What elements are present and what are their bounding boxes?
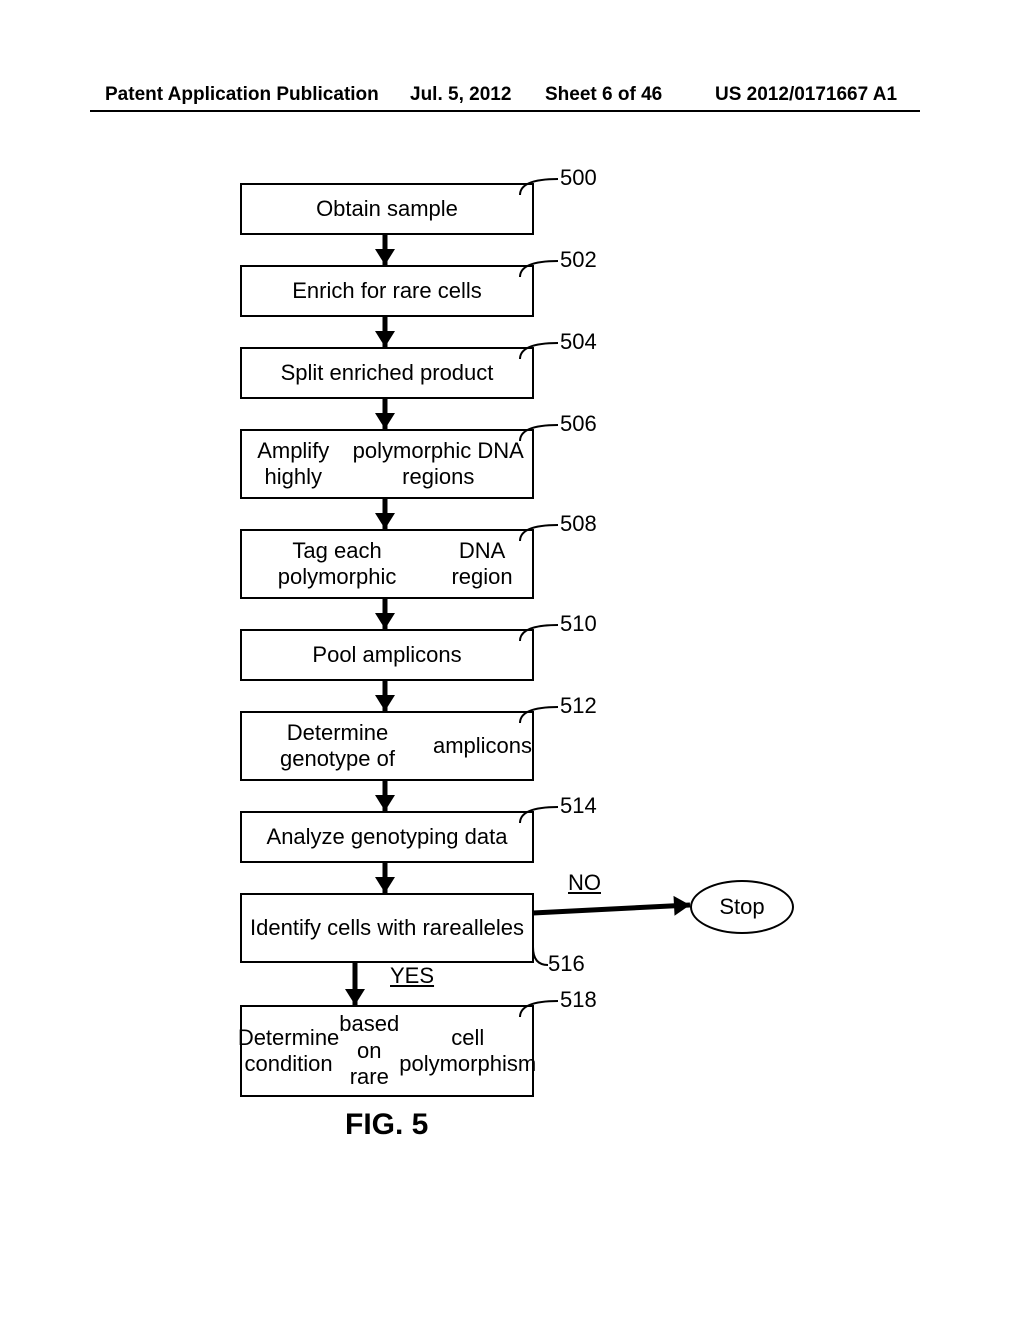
no-label: NO: [568, 870, 601, 896]
figure-label: FIG. 5: [345, 1108, 428, 1142]
stop-node: Stop: [690, 880, 794, 934]
yes-label: YES: [390, 963, 434, 989]
